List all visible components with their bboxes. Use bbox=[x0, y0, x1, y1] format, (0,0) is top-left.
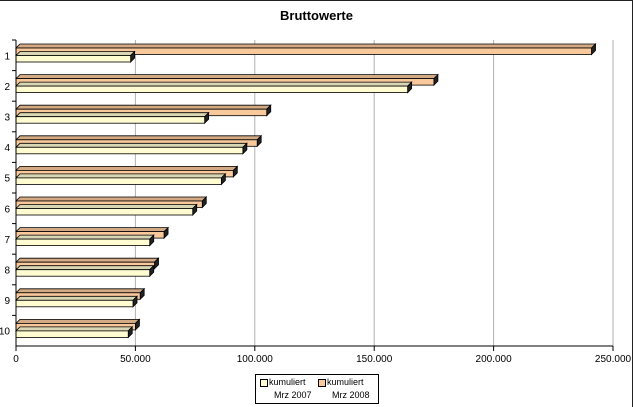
x-tick-label: 50.000 bbox=[120, 354, 151, 365]
bar-top bbox=[15, 326, 134, 332]
bars bbox=[15, 43, 597, 339]
bar-2007 bbox=[15, 111, 210, 125]
bar-front bbox=[15, 55, 132, 63]
bar-top bbox=[15, 265, 155, 271]
y-tick-label: 4 bbox=[4, 143, 10, 154]
bar-front bbox=[15, 85, 409, 93]
x-tick-label: 200.000 bbox=[476, 354, 513, 365]
bar-top bbox=[15, 51, 136, 56]
bar-top bbox=[15, 74, 439, 79]
bar-2007 bbox=[15, 295, 138, 308]
bar-top bbox=[15, 227, 170, 233]
bar-top bbox=[15, 196, 208, 202]
bar-top bbox=[15, 142, 248, 148]
y-tick-label: 10 bbox=[0, 327, 10, 338]
bar-front bbox=[15, 238, 151, 247]
x-tick-label: 100.000 bbox=[237, 354, 274, 365]
x-tick-label: 150.000 bbox=[356, 354, 393, 365]
bar-2007 bbox=[15, 142, 248, 155]
y-tick-label: 8 bbox=[4, 266, 10, 277]
bar-top bbox=[15, 318, 141, 324]
bar-2007 bbox=[15, 81, 413, 94]
bar-top bbox=[15, 104, 272, 110]
bar-top bbox=[15, 135, 263, 141]
bar-front bbox=[15, 116, 206, 124]
bar-top bbox=[15, 81, 413, 87]
bar-top bbox=[15, 288, 146, 294]
bar-top bbox=[15, 295, 138, 301]
bar-2007 bbox=[15, 264, 155, 278]
bar-front bbox=[15, 208, 194, 216]
bar-2007 bbox=[15, 172, 227, 186]
bar-top bbox=[15, 112, 210, 118]
bar-2007 bbox=[15, 234, 155, 247]
legend-label-2007-line2: Mrz 2007 bbox=[274, 390, 312, 400]
axes bbox=[12, 39, 614, 351]
bar-front bbox=[15, 269, 151, 277]
bar-2007 bbox=[15, 203, 198, 216]
bar-top bbox=[15, 173, 227, 179]
bar-top bbox=[15, 165, 239, 171]
y-tick-label: 9 bbox=[4, 296, 10, 307]
tick-labels: 0 50.000 100.000 150.000 200.000 250.000 1 2 3 4 5… bbox=[0, 51, 632, 365]
y-tick-label: 3 bbox=[4, 113, 10, 124]
bar-top bbox=[15, 257, 160, 263]
legend-label-2008-line2: Mrz 2008 bbox=[332, 390, 370, 400]
legend-swatch-2007 bbox=[260, 379, 268, 387]
y-tick-label: 5 bbox=[4, 174, 10, 185]
legend-label-2008-line1: kumuliert bbox=[327, 377, 364, 387]
bar-front bbox=[15, 330, 129, 338]
legend: kumuliert Mrz 2007 kumuliert Mrz 2008 bbox=[255, 374, 379, 404]
bar-top bbox=[15, 43, 597, 49]
x-tick-label: 250.000 bbox=[595, 354, 632, 365]
bar-top bbox=[15, 204, 198, 209]
bar-2007 bbox=[15, 50, 136, 63]
y-tick-label: 1 bbox=[4, 51, 10, 62]
y-tick-label: 6 bbox=[4, 204, 10, 215]
bar-front bbox=[15, 299, 134, 308]
x-tick-label: 0 bbox=[13, 354, 19, 365]
y-tick-label: 7 bbox=[4, 235, 10, 246]
bar-front bbox=[15, 177, 222, 185]
y-tick-label: 2 bbox=[4, 82, 10, 93]
legend-swatch-2008 bbox=[318, 379, 326, 387]
bar-top bbox=[15, 234, 155, 240]
bar-2007 bbox=[15, 325, 134, 339]
chart-title: Bruttowerte bbox=[280, 8, 353, 23]
legend-label-2007-line1: kumuliert bbox=[269, 377, 306, 387]
bar-front bbox=[15, 146, 244, 155]
